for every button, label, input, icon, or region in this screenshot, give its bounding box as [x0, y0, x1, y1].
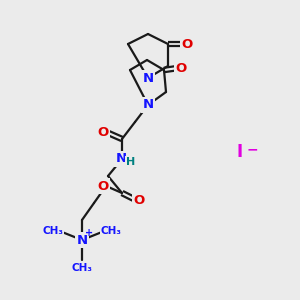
Text: H: H: [126, 157, 136, 167]
Text: O: O: [176, 61, 187, 74]
Text: O: O: [98, 125, 109, 139]
Text: N: N: [76, 233, 88, 247]
Text: O: O: [182, 38, 193, 50]
Text: CH₃: CH₃: [71, 263, 92, 273]
Text: I: I: [237, 143, 243, 161]
Text: N: N: [116, 152, 127, 166]
Text: CH₃: CH₃: [43, 226, 64, 236]
Text: +: +: [85, 228, 93, 238]
Text: O: O: [134, 194, 145, 206]
Text: CH₃: CH₃: [100, 226, 122, 236]
Text: N: N: [142, 98, 154, 112]
Text: N: N: [142, 71, 154, 85]
Text: O: O: [98, 179, 109, 193]
Text: −: −: [246, 142, 258, 156]
